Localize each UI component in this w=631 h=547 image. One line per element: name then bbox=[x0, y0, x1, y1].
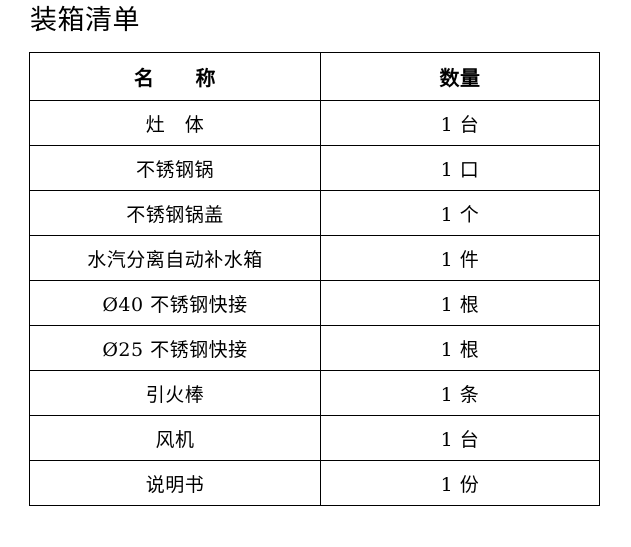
item-quantity: 1 台 bbox=[320, 100, 600, 146]
item-quantity: 1 件 bbox=[320, 235, 600, 281]
table-row: 说明书 1 份 bbox=[29, 460, 600, 506]
table-row: 灶 体 1 台 bbox=[29, 100, 600, 146]
item-name: Ø25 不锈钢快接 bbox=[29, 325, 321, 371]
item-name: 不锈钢锅 bbox=[29, 145, 321, 191]
item-quantity: 1 条 bbox=[320, 370, 600, 416]
page-title: 装箱清单 bbox=[30, 5, 140, 36]
table-row: 引火棒 1 条 bbox=[29, 370, 600, 416]
item-quantity: 1 根 bbox=[320, 325, 600, 371]
item-name: 风机 bbox=[29, 415, 321, 461]
table-row: Ø40 不锈钢快接 1 根 bbox=[29, 280, 600, 326]
item-quantity: 1 口 bbox=[320, 145, 600, 191]
table-row: Ø25 不锈钢快接 1 根 bbox=[29, 325, 600, 371]
packing-list-table: 名 称 数量 灶 体 1 台 不锈钢锅 1 口 不锈钢锅盖 1 个 水汽分离自动… bbox=[29, 52, 600, 506]
item-quantity: 1 台 bbox=[320, 415, 600, 461]
column-header-name: 名 称 bbox=[29, 52, 321, 101]
item-quantity: 1 份 bbox=[320, 460, 600, 506]
table-row: 风机 1 台 bbox=[29, 415, 600, 461]
table-row: 不锈钢锅盖 1 个 bbox=[29, 190, 600, 236]
column-header-quantity: 数量 bbox=[320, 52, 600, 101]
table-header-row: 名 称 数量 bbox=[29, 52, 600, 101]
item-name: 不锈钢锅盖 bbox=[29, 190, 321, 236]
item-name: 说明书 bbox=[29, 460, 321, 506]
table-row: 不锈钢锅 1 口 bbox=[29, 145, 600, 191]
table-row: 水汽分离自动补水箱 1 件 bbox=[29, 235, 600, 281]
item-name: 引火棒 bbox=[29, 370, 321, 416]
item-quantity: 1 根 bbox=[320, 280, 600, 326]
item-name: 灶 体 bbox=[29, 100, 321, 146]
item-name: Ø40 不锈钢快接 bbox=[29, 280, 321, 326]
table-body: 灶 体 1 台 不锈钢锅 1 口 不锈钢锅盖 1 个 水汽分离自动补水箱 1 件… bbox=[29, 100, 600, 506]
item-quantity: 1 个 bbox=[320, 190, 600, 236]
item-name: 水汽分离自动补水箱 bbox=[29, 235, 321, 281]
